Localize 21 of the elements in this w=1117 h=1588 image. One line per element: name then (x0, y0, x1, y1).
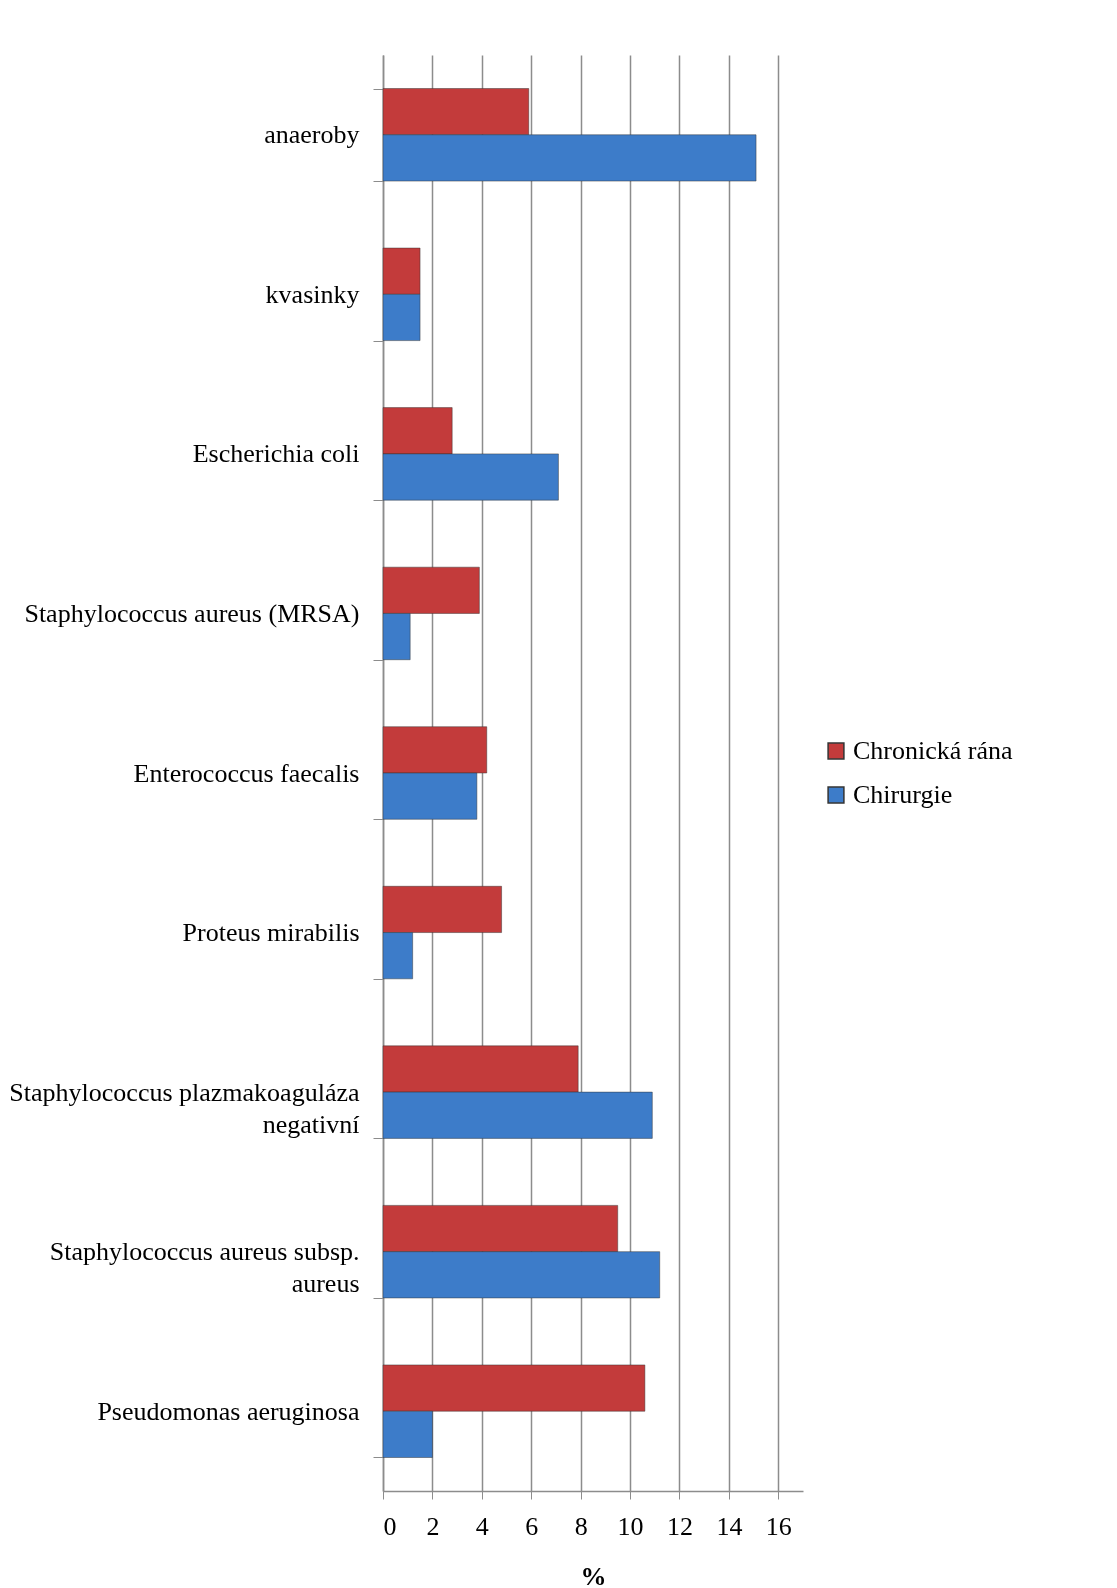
x-tick-label: 0 (383, 1511, 397, 1541)
legend-label: Chirurgie (853, 780, 953, 809)
y-tick-label: Enterococcus faecalis (133, 758, 360, 788)
y-tick-label: Staphylococcus plazmakoaguláza negativní (9, 1077, 360, 1139)
x-tick-label: 14 (716, 1511, 743, 1541)
x-tick-label: 12 (666, 1511, 693, 1541)
x-axis-title: % (580, 1561, 607, 1588)
y-tick-label: Escherichia coli (192, 439, 360, 469)
y-tick-label: Proteus mirabilis (182, 918, 360, 948)
x-tick-label: 4 (475, 1511, 489, 1541)
y-tick-label: kvasinky (265, 279, 360, 309)
y-tick-label: anaeroby (264, 120, 360, 150)
x-tick-label: 16 (765, 1511, 792, 1541)
x-tick-label: 8 (574, 1511, 588, 1541)
x-tick-label: 6 (525, 1511, 539, 1541)
y-tick-label: Pseudomonas aeruginosa (97, 1396, 360, 1426)
x-tick-label: 10 (617, 1511, 644, 1541)
y-tick-label: Staphylococcus aureus (MRSA) (24, 598, 360, 628)
legend-label: Chronická rána (853, 736, 1013, 765)
x-tick-label: 2 (426, 1511, 440, 1541)
y-tick-label: Staphylococcus aureus subsp. aureus (49, 1237, 360, 1299)
